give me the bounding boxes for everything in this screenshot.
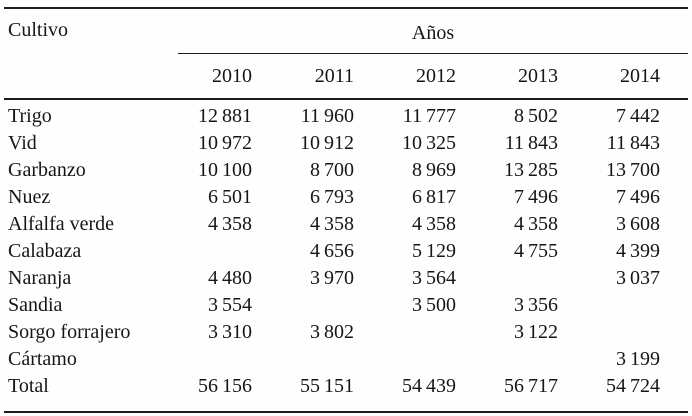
value-cell: 4 358 <box>309 213 354 235</box>
value-cell: 6 501 <box>207 186 252 208</box>
value-cell: 4 656 <box>309 240 354 262</box>
value-cell: 3 564 <box>411 267 456 289</box>
value-cell: 56 717 <box>503 375 558 397</box>
value-cell: 54 724 <box>606 375 661 397</box>
crop-name-cell: Garbanzo <box>8 159 86 181</box>
table-row: Nuez 6 501 6 793 6 817 7 496 7 496 <box>4 184 688 211</box>
value-cell: 3 970 <box>309 267 354 289</box>
value-cell: 4 358 <box>513 213 558 235</box>
value-cell: 4 399 <box>616 240 661 262</box>
crop-name-cell: Calabaza <box>8 240 82 262</box>
column-header-cultivo: Cultivo <box>8 19 69 41</box>
value-cell: 54 439 <box>401 375 456 397</box>
year-column-header: 2012 <box>416 64 456 87</box>
value-cell: 7 496 <box>513 186 558 208</box>
value-cell <box>280 292 382 319</box>
group-header-row: Cultivo Años <box>4 9 689 54</box>
value-cell: 7 442 <box>616 105 661 127</box>
value-cell: 4 358 <box>411 213 456 235</box>
table-row: Vid 10 972 10 912 10 325 11 843 11 843 <box>4 130 688 157</box>
value-cell: 3 199 <box>616 348 661 370</box>
year-column-header: 2010 <box>212 64 252 87</box>
value-cell <box>382 346 484 373</box>
value-cell: 3 554 <box>207 294 252 316</box>
year-column-header: 2011 <box>314 64 354 87</box>
value-cell: 3 310 <box>207 321 252 343</box>
year-header-row: 2010 2011 2012 2013 2014 <box>4 54 688 100</box>
value-cell: 3 608 <box>616 213 661 235</box>
value-cell: 3 122 <box>513 321 558 343</box>
value-cell <box>484 346 586 373</box>
total-row: Total 56 156 55 151 54 439 56 717 54 724 <box>4 373 688 400</box>
value-cell: 4 480 <box>207 267 252 289</box>
value-cell: 3 037 <box>616 267 661 289</box>
value-cell: 10 325 <box>401 132 456 154</box>
value-cell: 11 777 <box>402 105 456 127</box>
value-cell: 8 700 <box>309 159 354 181</box>
crop-years-table: Cultivo Años 2010 2011 2012 2013 2014 Trigo 1… <box>4 9 689 400</box>
value-cell: 56 156 <box>197 375 252 397</box>
crop-name-cell: Nuez <box>8 186 51 208</box>
crop-name-cell: Trigo <box>8 105 52 127</box>
table-row: Sandia 3 554 3 500 3 356 <box>4 292 688 319</box>
value-cell: 4 755 <box>513 240 558 262</box>
crop-name-cell: Naranja <box>8 267 72 289</box>
crop-name-cell: Sandia <box>8 294 63 316</box>
table-row: Naranja 4 480 3 970 3 564 3 037 <box>4 265 688 292</box>
value-cell: 55 151 <box>299 375 354 397</box>
value-cell: 5 129 <box>411 240 456 262</box>
table-row: Sorgo forrajero 3 310 3 802 3 122 <box>4 319 688 346</box>
value-cell <box>280 346 382 373</box>
year-column-header: 2013 <box>518 64 558 87</box>
value-cell: 4 358 <box>207 213 252 235</box>
value-cell: 7 496 <box>616 186 661 208</box>
value-cell: 8 502 <box>513 105 558 127</box>
value-cell: 13 285 <box>503 159 558 181</box>
value-cell <box>178 346 280 373</box>
crop-name-cell: Sorgo forrajero <box>8 321 131 343</box>
crop-name-cell: Cártamo <box>8 348 77 370</box>
value-cell <box>484 265 586 292</box>
value-cell <box>382 319 484 346</box>
value-cell: 10 100 <box>197 159 252 181</box>
crop-name-cell: Vid <box>8 132 37 154</box>
value-cell: 8 969 <box>411 159 456 181</box>
value-cell: 6 817 <box>411 186 456 208</box>
value-cell: 11 843 <box>504 132 558 154</box>
crop-name-cell: Alfalfa verde <box>8 213 115 235</box>
group-header-anos: Años <box>178 9 689 54</box>
value-cell: 3 356 <box>513 294 558 316</box>
table-row: Garbanzo 10 100 8 700 8 969 13 285 13 700 <box>4 157 688 184</box>
value-cell: 11 960 <box>300 105 354 127</box>
value-cell <box>586 292 688 319</box>
value-cell <box>178 238 280 265</box>
value-cell: 10 912 <box>299 132 354 154</box>
value-cell: 13 700 <box>606 159 661 181</box>
value-cell: 6 793 <box>309 186 354 208</box>
table-row: Trigo 12 881 11 960 11 777 8 502 7 442 <box>4 99 688 130</box>
crop-name-cell: Total <box>8 375 49 397</box>
table-body: Trigo 12 881 11 960 11 777 8 502 7 442 Vid 10 9… <box>4 99 688 400</box>
value-cell: 3 802 <box>309 321 354 343</box>
value-cell <box>586 319 688 346</box>
table-row: Cártamo 3 199 <box>4 346 688 373</box>
value-cell: 10 972 <box>197 132 252 154</box>
year-column-header: 2014 <box>620 64 661 87</box>
value-cell: 11 843 <box>606 132 661 154</box>
table-frame: Cultivo Años 2010 2011 2012 2013 2014 Trigo 1… <box>4 7 689 413</box>
table-row: Calabaza 4 656 5 129 4 755 4 399 <box>4 238 688 265</box>
table-row: Alfalfa verde 4 358 4 358 4 358 4 358 3 608 <box>4 211 688 238</box>
table-header: Cultivo Años 2010 2011 2012 2013 2014 <box>4 9 689 100</box>
value-cell: 12 881 <box>197 105 252 127</box>
value-cell: 3 500 <box>411 294 456 316</box>
